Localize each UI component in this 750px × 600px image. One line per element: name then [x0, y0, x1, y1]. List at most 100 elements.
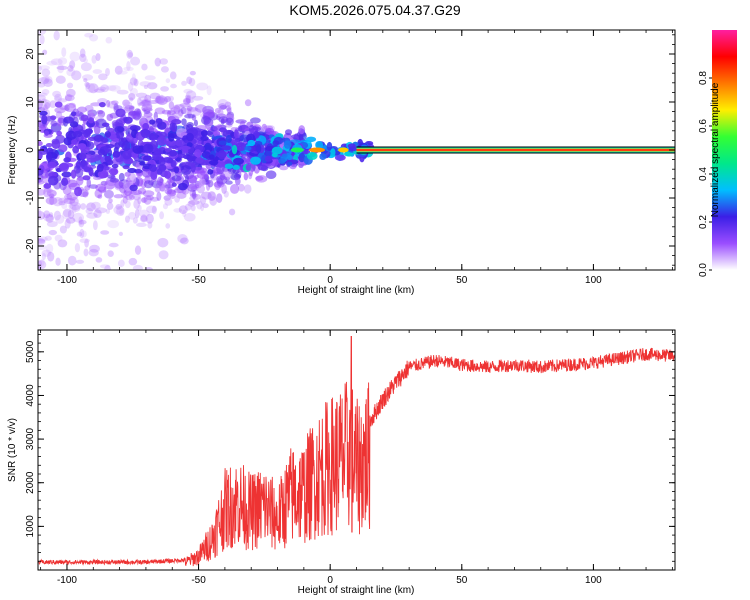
spectrum-blob: [191, 108, 202, 116]
spectrum-core: [72, 130, 83, 138]
spectrum-core: [97, 149, 106, 156]
spectrum-blob: [237, 125, 243, 133]
spectrum-core: [217, 150, 227, 160]
colorbar-ticks: 0.0 0.2 0.4 0.6 0.8: [698, 71, 712, 277]
x-tick-label: -100: [57, 275, 77, 286]
spectrum-core: [139, 161, 146, 166]
spectrum-blob: [117, 259, 125, 267]
spectrum-blob: [143, 84, 148, 89]
spectrum-blob: [57, 239, 68, 248]
spectrum-blob: [148, 99, 159, 104]
spectrum-blob: [144, 101, 153, 112]
spectrum-core: [188, 155, 198, 162]
spectrum-core: [231, 144, 238, 155]
spectrum-blob: [217, 109, 224, 116]
spectrum-blob: [135, 92, 148, 98]
spectrum-core: [177, 182, 188, 191]
spectrum-blob: [186, 76, 193, 85]
spectrum-blob: [182, 97, 191, 105]
spectrum-blob: [163, 195, 171, 201]
spectrum-core: [61, 177, 69, 186]
spectrum-blob: [186, 105, 193, 112]
spectrum-blob: [43, 210, 51, 219]
spectrum-blob: [184, 94, 192, 100]
spectrum-blob: [243, 172, 249, 181]
spectrum-blob: [69, 201, 82, 211]
spectrum-blob: [50, 120, 58, 127]
spectrum-blob: [52, 196, 63, 207]
spectrum-blob: [116, 206, 125, 217]
spectrum-blob: [76, 231, 83, 237]
spectrum-blob: [85, 207, 93, 215]
colorbar: [712, 30, 737, 270]
spectrum-core: [186, 142, 193, 148]
spectrum-blob: [192, 193, 202, 201]
x-tick-label: -50: [191, 275, 206, 286]
spectrum-blob: [106, 113, 114, 122]
spectrum-blob: [38, 107, 46, 112]
spectrum-blob: [50, 58, 63, 66]
spectrum-blob: [132, 217, 138, 224]
spectrum-blob: [80, 62, 92, 72]
spectrum-blob: [179, 237, 189, 245]
spectrum-blob: [185, 90, 197, 100]
spectrum-blob: [38, 30, 47, 36]
x-tick-label: 100: [585, 275, 602, 286]
spectrum-blob: [131, 73, 136, 83]
spectrum-core: [164, 170, 172, 179]
spectrum-core: [129, 125, 141, 132]
spectrum-blob: [171, 175, 182, 182]
spectrum-blob: [136, 222, 147, 228]
spectrum-core: [111, 163, 119, 169]
spectrum-blob: [157, 237, 169, 248]
spectrum-blob: [158, 250, 169, 260]
spectrum-blob: [38, 141, 43, 147]
spectrum-blob: [141, 63, 148, 71]
spectrum-blob: [66, 88, 76, 98]
spectrum-blob: [170, 107, 179, 113]
spectrum-core: [63, 116, 74, 124]
spectrum-core: [96, 163, 104, 172]
spectrum-core: [281, 153, 288, 158]
spectrum-blob: [45, 243, 54, 254]
spectrum-blob: [105, 85, 117, 91]
spectrum-blob: [69, 51, 81, 62]
spectrum-blob: [216, 193, 223, 204]
spectrum-core: [256, 144, 262, 154]
spectrum-blob: [71, 204, 81, 212]
spectrum-blob: [89, 244, 100, 253]
spectrum-core: [224, 159, 232, 165]
spectrum-blob: [54, 93, 63, 103]
spectrum-blob: [156, 96, 168, 106]
spectrum-blob: [148, 180, 155, 186]
spectrum-core: [175, 139, 185, 147]
snr-series-line: [38, 336, 675, 567]
spectrum-blob: [79, 228, 85, 239]
spectrum-core: [152, 151, 162, 161]
spectrum-blob: [209, 196, 218, 206]
spectrum-blob: [71, 70, 82, 81]
spectrum-blob: [181, 80, 187, 86]
spectrum-core: [74, 186, 83, 197]
spectrum-blob: [65, 217, 76, 224]
spectrum-blob: [88, 248, 99, 257]
spectrum-core: [142, 156, 151, 162]
spectrum-blob: [129, 97, 134, 102]
spectrum-blob: [97, 86, 107, 91]
spectrum-blob: [86, 212, 98, 219]
spectrum-blob: [142, 107, 153, 112]
spectrum-blob: [76, 176, 84, 186]
spectrum-blob: [178, 205, 188, 215]
spectrum-blob: [189, 196, 198, 201]
spectrum-blob: [139, 96, 148, 102]
colorbar-tick-label: 0.2: [698, 215, 709, 229]
colorbar-tick-label: 0.8: [698, 71, 709, 85]
spectrum-blob: [128, 192, 133, 200]
spectrum-core: [77, 143, 87, 150]
spectrum-blob: [284, 129, 293, 136]
spectrum-blob: [107, 174, 116, 179]
spectrum-blob: [78, 219, 87, 225]
spectrum-blob: [43, 78, 53, 88]
spectrum-blob: [64, 218, 71, 229]
